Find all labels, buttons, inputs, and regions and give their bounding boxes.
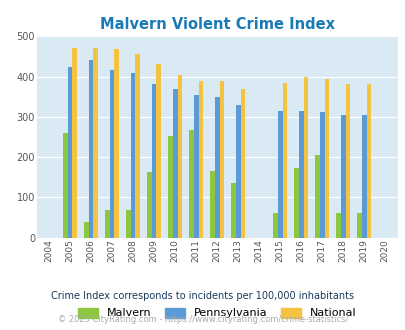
- Bar: [273, 214, 277, 238]
- Bar: [177, 75, 182, 238]
- Text: © 2025 CityRating.com - https://www.cityrating.com/crime-statistics/: © 2025 CityRating.com - https://www.city…: [58, 315, 347, 324]
- Bar: [156, 64, 161, 238]
- Bar: [68, 67, 72, 238]
- Bar: [110, 70, 114, 238]
- Bar: [366, 84, 370, 238]
- Bar: [168, 136, 173, 238]
- Bar: [240, 89, 245, 238]
- Bar: [210, 171, 214, 238]
- Bar: [319, 113, 324, 238]
- Bar: [277, 111, 282, 238]
- Bar: [89, 60, 93, 238]
- Bar: [361, 115, 366, 238]
- Bar: [114, 49, 119, 238]
- Bar: [173, 89, 177, 238]
- Bar: [231, 183, 235, 238]
- Bar: [189, 130, 194, 238]
- Bar: [294, 168, 298, 238]
- Bar: [219, 82, 224, 238]
- Bar: [93, 48, 98, 238]
- Bar: [345, 84, 350, 238]
- Bar: [282, 83, 286, 238]
- Bar: [194, 95, 198, 238]
- Title: Malvern Violent Crime Index: Malvern Violent Crime Index: [100, 17, 334, 32]
- Bar: [151, 84, 156, 238]
- Text: Crime Index corresponds to incidents per 100,000 inhabitants: Crime Index corresponds to incidents per…: [51, 291, 354, 301]
- Bar: [130, 73, 135, 238]
- Bar: [340, 115, 345, 238]
- Bar: [198, 81, 202, 238]
- Bar: [135, 54, 140, 238]
- Bar: [303, 77, 307, 238]
- Bar: [147, 172, 151, 238]
- Bar: [72, 49, 77, 238]
- Bar: [126, 210, 130, 238]
- Bar: [84, 222, 89, 238]
- Bar: [235, 105, 240, 238]
- Bar: [63, 133, 68, 238]
- Bar: [324, 79, 328, 238]
- Bar: [315, 155, 319, 238]
- Bar: [298, 111, 303, 238]
- Bar: [105, 210, 110, 238]
- Legend: Malvern, Pennsylvania, National: Malvern, Pennsylvania, National: [78, 308, 356, 318]
- Bar: [356, 213, 361, 238]
- Bar: [214, 97, 219, 238]
- Bar: [335, 213, 340, 238]
